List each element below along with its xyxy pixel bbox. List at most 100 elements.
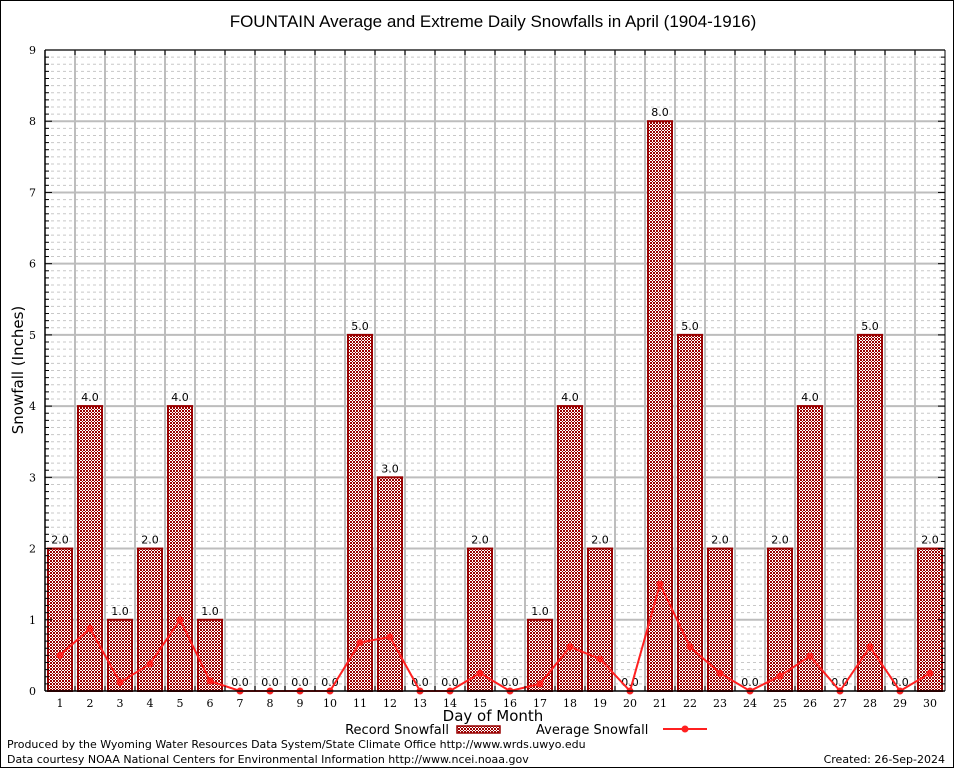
bar-label-day-4: 2.0 bbox=[141, 534, 159, 547]
y-tick-label: 0 bbox=[29, 685, 36, 698]
bar-label-day-7: 0.0 bbox=[231, 676, 249, 689]
bar-label-day-30: 2.0 bbox=[921, 534, 939, 547]
y-tick-label: 8 bbox=[29, 115, 36, 128]
bar-label-day-9: 0.0 bbox=[291, 676, 309, 689]
legend-record-swatch bbox=[456, 725, 501, 734]
average-point-day-17 bbox=[536, 680, 544, 688]
x-tick-label: 6 bbox=[207, 697, 214, 710]
axes bbox=[44, 49, 946, 692]
x-axis-label: Day of Month bbox=[443, 707, 544, 725]
bar-day-17 bbox=[527, 618, 553, 692]
x-tick-label: 13 bbox=[413, 697, 427, 710]
legend-average-label: Average Snowfall bbox=[536, 723, 648, 738]
x-tick-label: 14 bbox=[443, 697, 457, 710]
y-tick-labels: 0 1 2 3 4 5 6 7 8 9 bbox=[29, 44, 36, 698]
average-point-day-26 bbox=[806, 652, 814, 660]
x-tick-label: 17 bbox=[533, 697, 547, 710]
x-tick-label: 21 bbox=[653, 697, 667, 710]
average-point-day-2 bbox=[86, 624, 94, 632]
y-tick-label: 5 bbox=[29, 329, 36, 342]
bar-label-day-2: 4.0 bbox=[81, 391, 99, 404]
x-tick-label: 8 bbox=[267, 697, 274, 710]
average-point-day-6 bbox=[206, 677, 214, 685]
bar-label-day-14: 0.0 bbox=[441, 676, 459, 689]
x-tick-label: 28 bbox=[863, 697, 877, 710]
bar-label-day-28: 5.0 bbox=[861, 320, 879, 333]
y-tick-label: 6 bbox=[29, 258, 36, 271]
x-tick-label: 23 bbox=[713, 697, 727, 710]
y-tick-label: 9 bbox=[29, 44, 36, 57]
average-point-day-28 bbox=[866, 643, 874, 651]
average-polyline bbox=[59, 581, 931, 693]
average-point-day-21 bbox=[656, 580, 664, 588]
y-tick-label: 1 bbox=[29, 614, 36, 627]
bar-label-day-17: 1.0 bbox=[531, 605, 549, 618]
x-tick-label: 1 bbox=[57, 697, 64, 710]
bar-label-day-11: 5.0 bbox=[351, 320, 369, 333]
bar-label-day-6: 1.0 bbox=[201, 605, 219, 618]
legend: Record Snowfall Average Snowfall bbox=[345, 723, 707, 738]
bar-day-12 bbox=[377, 476, 403, 693]
average-point-day-15 bbox=[476, 669, 484, 677]
bar-label-day-12: 3.0 bbox=[381, 462, 399, 475]
bar-day-2 bbox=[77, 405, 103, 692]
y-tick-label: 4 bbox=[29, 400, 36, 413]
y-tick-label: 2 bbox=[29, 543, 36, 556]
bar-label-day-25: 2.0 bbox=[771, 534, 789, 547]
average-point-day-3 bbox=[116, 678, 124, 686]
x-tick-label: 12 bbox=[383, 697, 397, 710]
x-tick-label: 2 bbox=[87, 697, 94, 710]
bar-day-15 bbox=[467, 547, 493, 692]
average-point-day-12 bbox=[386, 633, 394, 641]
x-tick-label: 25 bbox=[773, 697, 787, 710]
bar-day-28 bbox=[857, 333, 883, 692]
x-tick-label: 5 bbox=[177, 697, 184, 710]
average-point-day-1 bbox=[56, 651, 64, 659]
bar-label-day-21: 8.0 bbox=[651, 106, 669, 119]
footer-created: Created: 26-Sep-2024 bbox=[824, 753, 945, 766]
bar-label-day-18: 4.0 bbox=[561, 391, 579, 404]
legend-average-marker bbox=[681, 725, 689, 733]
x-tick-label: 27 bbox=[833, 697, 847, 710]
y-tick-label: 3 bbox=[29, 471, 36, 484]
x-tick-label: 22 bbox=[683, 697, 697, 710]
bar-day-21 bbox=[647, 120, 673, 692]
bar-day-26 bbox=[797, 405, 823, 692]
bar-label-day-5: 4.0 bbox=[171, 391, 189, 404]
x-tick-label: 20 bbox=[623, 697, 637, 710]
bar-label-day-23: 2.0 bbox=[711, 534, 729, 547]
average-line bbox=[56, 580, 934, 695]
bar-label-day-16: 0.0 bbox=[501, 676, 519, 689]
x-tick-label: 24 bbox=[743, 697, 757, 710]
bar-label-day-15: 2.0 bbox=[471, 534, 489, 547]
x-tick-label: 19 bbox=[593, 697, 607, 710]
average-point-day-19 bbox=[596, 655, 604, 663]
x-tick-label: 18 bbox=[563, 697, 577, 710]
bar-labels: 2.0 4.0 1.0 2.0 4.0 1.0 0.0 0.0 0.0 0.0 5.0 3.0 0.0 0… bbox=[51, 106, 939, 689]
bar-label-day-13: 0.0 bbox=[411, 676, 429, 689]
x-tick-labels: 1 2 3 4 5 6 7 8 9 10 11 12 13 14 15 16 17 18 19 20 21 22 23 24 2… bbox=[57, 697, 938, 710]
bar-day-19 bbox=[587, 547, 613, 692]
y-axis-label: Snowfall (Inches) bbox=[9, 306, 27, 434]
chart-title: FOUNTAIN Average and Extreme Daily Snowf… bbox=[230, 12, 757, 31]
bar-label-day-3: 1.0 bbox=[111, 605, 129, 618]
footer-produced-by: Produced by the Wyoming Water Resources … bbox=[7, 738, 586, 751]
average-point-day-30 bbox=[926, 669, 934, 677]
x-tick-label: 3 bbox=[117, 697, 124, 710]
bar-day-22 bbox=[677, 333, 703, 692]
x-tick-label: 29 bbox=[893, 697, 907, 710]
average-point-day-22 bbox=[686, 643, 694, 651]
x-tick-label: 11 bbox=[353, 697, 367, 710]
average-point-day-25 bbox=[776, 672, 784, 680]
x-tick-label: 7 bbox=[237, 697, 244, 710]
bar-label-day-24: 0.0 bbox=[741, 676, 759, 689]
bar-label-day-19: 2.0 bbox=[591, 534, 609, 547]
footer-data-courtesy: Data courtesy NOAA National Centers for … bbox=[7, 753, 529, 766]
average-point-day-18 bbox=[566, 643, 574, 651]
x-tick-label: 15 bbox=[473, 697, 487, 710]
average-point-day-5 bbox=[176, 616, 184, 624]
y-tick-label: 7 bbox=[29, 186, 36, 199]
average-point-day-23 bbox=[716, 669, 724, 677]
bar-day-23 bbox=[707, 547, 733, 692]
